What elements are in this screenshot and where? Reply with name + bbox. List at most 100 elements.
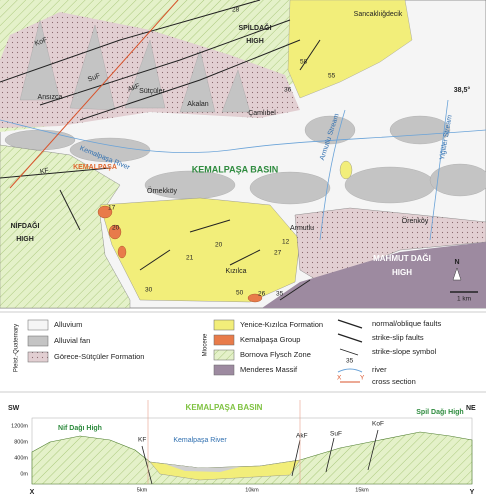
north-arrow bbox=[452, 267, 462, 281]
latitude: 38,5° bbox=[454, 86, 471, 94]
distance: 5km bbox=[137, 487, 148, 493]
legend-text: Menderes Massif bbox=[240, 365, 298, 374]
legend-text: Yenice-Kızılca Formation bbox=[240, 320, 323, 329]
menderes-massif bbox=[262, 242, 486, 308]
legend-text: Y bbox=[360, 375, 365, 382]
dip: 20 bbox=[215, 242, 223, 249]
distance: Y bbox=[470, 489, 475, 496]
dip: 58 bbox=[300, 59, 308, 66]
fault-label: SuF bbox=[87, 73, 101, 84]
yenice-north bbox=[287, 0, 413, 99]
section-label: NE bbox=[466, 405, 476, 412]
yenice-outlier bbox=[339, 160, 353, 180]
village: Örenköy bbox=[402, 217, 429, 225]
legend-text: strike-slip faults bbox=[372, 333, 424, 342]
legend: Pleist.-Quaternary Miocene Alluvium Allu… bbox=[0, 311, 486, 386]
cross-section: SW NE Nif Dağı High KEMALPAŞA BASIN Spil… bbox=[0, 391, 486, 496]
legend-text: normal/oblique faults bbox=[372, 319, 441, 328]
basin-label: KEMALPAŞA BASIN bbox=[192, 164, 279, 174]
village: Sütçüler bbox=[139, 88, 165, 95]
distance: 10km bbox=[245, 487, 259, 493]
village: Akalan bbox=[187, 101, 209, 108]
swatch bbox=[213, 349, 235, 361]
elevation: 1200m bbox=[11, 423, 28, 429]
section-label: Spil Dağı High bbox=[416, 409, 463, 416]
swatch bbox=[27, 351, 49, 363]
dip: 12 bbox=[282, 239, 290, 246]
symbol bbox=[339, 348, 359, 356]
section-fault: KF bbox=[138, 437, 146, 444]
section-label: KEMALPAŞA BASIN bbox=[186, 403, 263, 412]
dip: 20 bbox=[112, 225, 120, 232]
gorece-south bbox=[294, 207, 486, 283]
fault-label: KoF bbox=[34, 37, 48, 48]
dip: 35 bbox=[276, 291, 284, 298]
dip: 28 bbox=[232, 7, 240, 14]
section-label: Kemalpaşa River bbox=[173, 437, 227, 444]
dip: 26 bbox=[258, 291, 266, 298]
village: Kızılca bbox=[225, 268, 246, 275]
legend-text: 35 bbox=[346, 358, 354, 365]
symbol bbox=[337, 368, 363, 373]
section-label: Nif Dağı High bbox=[58, 425, 102, 432]
symbol bbox=[337, 319, 363, 329]
high-label: SPİLDAĞI bbox=[238, 23, 271, 32]
section-alluvium bbox=[165, 464, 240, 472]
dip: 36 bbox=[284, 87, 292, 94]
alluvial-fans bbox=[4, 19, 486, 205]
high-label: MAHMUT DAĞI bbox=[373, 254, 431, 263]
high-label: HIGH bbox=[246, 38, 264, 45]
dip: 30 bbox=[145, 287, 153, 294]
elevation: 0m bbox=[20, 471, 28, 477]
section-label: SW bbox=[8, 405, 20, 412]
swatch bbox=[213, 364, 235, 376]
fault-label: AkF bbox=[127, 83, 141, 94]
elevation: 400m bbox=[14, 455, 28, 461]
dip: 17 bbox=[108, 205, 116, 212]
legend-text: river bbox=[372, 365, 387, 374]
group-label: Miocene bbox=[203, 333, 209, 356]
elevation: 800m bbox=[14, 439, 28, 445]
legend-text: Alluvium bbox=[54, 320, 82, 329]
village: Çamlıbel bbox=[248, 110, 276, 117]
scale-label: 1 km bbox=[457, 296, 471, 303]
section-faults bbox=[141, 429, 379, 485]
high-label: NİFDAĞI bbox=[11, 221, 40, 230]
legend-text: X bbox=[337, 375, 342, 382]
symbol bbox=[337, 333, 363, 343]
legend-text: Kemalpaşa Group bbox=[240, 335, 300, 344]
high-label: HIGH bbox=[16, 236, 34, 243]
village: Sancaklıiğdecik bbox=[354, 11, 403, 18]
swatch bbox=[27, 335, 49, 347]
map: SPİLDAĞI HIGH 28 Sancaklıiğdecik Ansızca… bbox=[0, 0, 486, 309]
fault-label: KF bbox=[39, 167, 49, 175]
dip: 50 bbox=[236, 290, 244, 297]
swatch bbox=[27, 319, 49, 331]
legend-text: Görece-Sütçüler Formation bbox=[54, 352, 144, 361]
swatch bbox=[213, 334, 235, 346]
yenice-south bbox=[99, 197, 301, 303]
high-label: HIGH bbox=[392, 268, 412, 277]
village: Örnekköy bbox=[147, 187, 177, 195]
kemalpasa-group bbox=[97, 205, 263, 303]
section-line bbox=[9, 0, 179, 189]
town-label: KEMALPAŞA bbox=[73, 164, 117, 171]
legend-text: strike-slope symbol bbox=[372, 347, 437, 356]
north-label: N bbox=[454, 259, 459, 266]
dip: 21 bbox=[186, 255, 194, 262]
legend-text: Bornova Flysch Zone bbox=[240, 350, 311, 359]
village: Armutlu bbox=[290, 225, 314, 232]
flysch-nifdagi bbox=[0, 144, 131, 309]
distance: 15km bbox=[355, 487, 369, 493]
section-fault: AkF bbox=[296, 433, 308, 440]
distance: X bbox=[30, 489, 35, 496]
dip: 55 bbox=[328, 73, 336, 80]
swatch bbox=[213, 319, 235, 331]
rivers bbox=[0, 99, 486, 241]
section-fault: SuF bbox=[330, 431, 342, 438]
legend-text: cross section bbox=[372, 377, 416, 386]
section-fault: KoF bbox=[372, 421, 384, 428]
village: Ansızca bbox=[38, 94, 63, 101]
legend-text: Alluvial fan bbox=[54, 336, 90, 345]
